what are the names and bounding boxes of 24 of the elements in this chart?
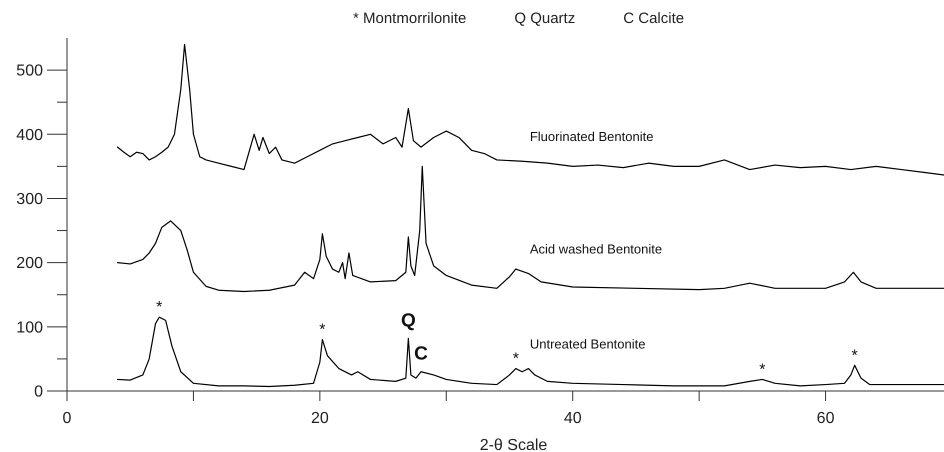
x-tick-label: 60 [816, 410, 835, 427]
y-tick-label: 0 [34, 384, 44, 401]
y-tick-label: 200 [16, 255, 44, 272]
annotation: * [759, 361, 766, 378]
y-tick-label: 400 [16, 126, 44, 144]
annotation: Q [400, 310, 416, 332]
annotation: C [414, 344, 428, 365]
y-tick-label: 100 [16, 319, 44, 336]
series-label: Untreated Bentonite [530, 336, 646, 352]
annotation: * [852, 347, 858, 364]
x-axis-title: 2-θ Scale [480, 437, 548, 452]
annotation: * [319, 322, 326, 339]
x-tick-label: 40 [564, 410, 582, 427]
text: Q Quartz [514, 10, 576, 27]
text: * Montmorrilonite [353, 10, 466, 27]
series-label: Acid washed Bentonite [530, 242, 662, 257]
annotation: * [512, 350, 519, 368]
text: C Calcite [623, 10, 684, 27]
y-tick-label: 300 [16, 191, 44, 208]
x-tick-label: 20 [310, 410, 329, 427]
y-tick-label: 500 [16, 62, 44, 80]
series-label: Fluorinated Bentonite [530, 129, 654, 144]
x-tick-label: 0 [62, 410, 72, 427]
annotation: * [156, 299, 162, 316]
